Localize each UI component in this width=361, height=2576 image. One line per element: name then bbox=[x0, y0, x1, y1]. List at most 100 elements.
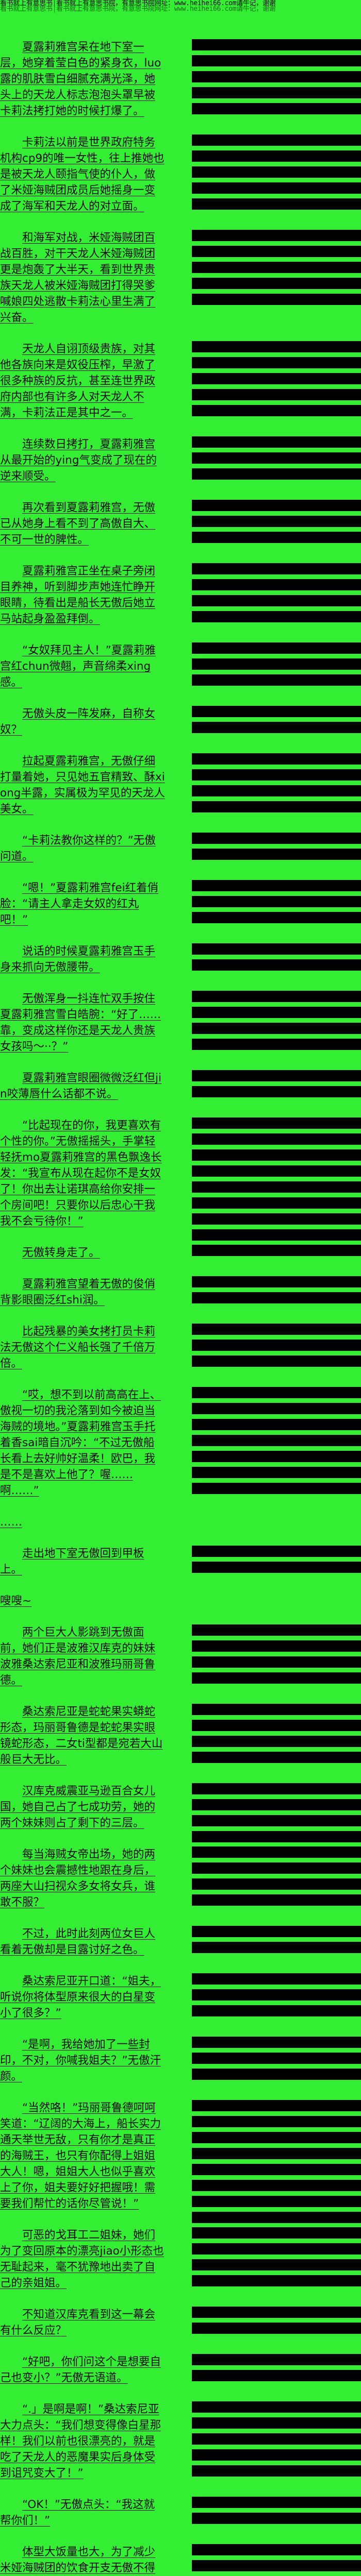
paragraph-text: “卡莉法教你这样的？”无傲问道。 bbox=[0, 834, 156, 863]
paragraph-text: 不知道汉库克看到这一幕会有什么反应？ bbox=[0, 2308, 156, 2337]
redaction-bar bbox=[192, 1862, 361, 1874]
paragraph: 不知道汉库克看到这一幕会有什么反应？ bbox=[0, 2307, 361, 2338]
paragraph-text: “.」是啊是啊！”桑达索尼亚大力点头：“我们想变得像白星那样！我们以前也很漂亮的… bbox=[0, 2403, 161, 2480]
paragraph-gap bbox=[0, 1308, 361, 1324]
paragraph-text: 桑达索尼亚是蛇蛇果实蟒蛇形态，玛丽哥鲁德是蛇蛇果实眼镜蛇形态，二女ti型都是宛若… bbox=[0, 1705, 163, 1766]
redaction-bar bbox=[192, 468, 361, 480]
redaction-bar-group bbox=[192, 563, 361, 627]
redaction-bar bbox=[192, 1070, 361, 1081]
paragraph-text: 体型大饭量也大，为了减少米娅海贼团的饮食开支无傲不得不麻烦一下。 bbox=[0, 2546, 156, 2574]
paragraph-text: “是啊，我给她加了一些封印，不对，你喊我姐夫？”无傲汗颜。 bbox=[0, 2038, 161, 2083]
paragraph-text: 两个巨大人影跳到无傲面前，她们正是波雅汉库克的妹妹波雅桑达索尼亚和波雅玛丽哥鲁德… bbox=[0, 1626, 156, 1687]
redaction-bar bbox=[192, 2465, 361, 2477]
paragraph-text: 和海军对战，米娅海贼团百战百胜，对干天龙人米娅海贼团更是炮轰了大半天，看到世界贵… bbox=[0, 231, 156, 324]
paragraph-gap bbox=[0, 484, 361, 500]
redaction-bar bbox=[192, 2370, 361, 2381]
redaction-bar bbox=[192, 722, 361, 733]
paragraph-text: “当然咯！”玛丽哥鲁德呵呵笑道：“辽阔的大海上，船长实力通天举世无敌，只有你才是… bbox=[0, 2102, 161, 2210]
redaction-bar bbox=[192, 2307, 361, 2318]
redaction-bar bbox=[192, 563, 361, 574]
redaction-bar bbox=[192, 1483, 361, 1494]
redaction-bar bbox=[192, 1704, 361, 1715]
redaction-bar-group bbox=[192, 436, 361, 484]
redaction-bar bbox=[192, 1546, 361, 1557]
paragraph: 无傲转身走了。 bbox=[0, 1245, 361, 1261]
redaction-bar bbox=[192, 674, 361, 686]
redaction-bar-group bbox=[192, 1324, 361, 1371]
redaction-bar bbox=[192, 959, 361, 971]
redaction-bar bbox=[192, 896, 361, 907]
paragraph-text: 天龙人自诩顶级贵族，对其他各族向来是奴役压榨，早激了很多种族的反抗，甚至连世界政… bbox=[0, 343, 156, 419]
paragraph-text: “OK！”无傲点头：“我这就帮你们！” bbox=[0, 2498, 155, 2527]
redaction-bar-group bbox=[192, 1704, 361, 1768]
paragraph-gap bbox=[0, 690, 361, 706]
redaction-bar bbox=[192, 1086, 361, 1097]
redaction-bar bbox=[192, 1213, 361, 1225]
redaction-bar bbox=[192, 1783, 361, 1794]
paragraph: 比起残暴的美女拷打员卡莉法无傲这个仁义船长强了千倍万倍。 bbox=[0, 1324, 361, 1371]
paragraph-text: 桑达索尼亚开口道：“姐夫，听说你将体型原来很大的白星变小了很多？” bbox=[0, 1975, 161, 2020]
paragraph-text: 汉库克威震亚马逊百合女儿国，她自己占了七成功劳，她的两个妹妹则占了剩下的三层。 bbox=[0, 1785, 156, 1829]
paragraph: 说话的时候夏露莉雅宫玉手身来抓向无傲腰带。 bbox=[0, 943, 361, 975]
paragraph: 卡莉法以前是世界政府特务机构cp9的唯一女性，往上推她也是被天龙人颐指气使的仆人… bbox=[0, 134, 361, 214]
paragraph: “嗯！”夏露莉雅宫fei红着俏脸：“请主人拿走女奴的红丸吧！” bbox=[0, 880, 361, 928]
redaction-bar bbox=[192, 1165, 361, 1177]
redaction-bar bbox=[192, 1229, 361, 1241]
redaction-bar bbox=[192, 1133, 361, 1145]
redaction-bar bbox=[192, 262, 361, 273]
redaction-bar bbox=[192, 1403, 361, 1414]
paragraph-text: 拉起夏露莉雅宫，无傲仔细打量着她，只见她五官精致、酥xiong半露，实属极为罕见… bbox=[0, 755, 165, 816]
redaction-bar bbox=[192, 500, 361, 511]
paragraph-gap bbox=[0, 1578, 361, 1593]
paragraph-gap bbox=[0, 2291, 361, 2307]
redaction-bar bbox=[192, 1894, 361, 1906]
redaction-bar bbox=[192, 2323, 361, 2334]
paragraph-text: 连续数日拷打，夏露莉雅宫从最开始的ying气变成了现在的逆来顺受。 bbox=[0, 438, 157, 483]
redaction-bar bbox=[192, 2180, 361, 2191]
redaction-bar-group bbox=[192, 230, 361, 310]
paragraph: 拉起夏露莉雅宫，无傲仔细打量着她，只见她五官精致、酥xiong半露，实属极为罕见… bbox=[0, 753, 361, 817]
paragraph-gap bbox=[0, 627, 361, 642]
redaction-bar bbox=[192, 611, 361, 622]
redaction-bar bbox=[192, 2164, 361, 2175]
redaction-bar-group bbox=[192, 1846, 361, 1910]
redaction-bar bbox=[192, 373, 361, 384]
redaction-bar bbox=[192, 1039, 361, 1050]
redaction-bar bbox=[192, 2275, 361, 2286]
redaction-bar bbox=[192, 39, 361, 50]
redaction-bar bbox=[192, 1846, 361, 1858]
redaction-bar bbox=[192, 1926, 361, 1937]
paragraph-text: “哎，想不到以前高高在上、傲视一切的我沦落到如今被迫当海贼的境地。”夏露莉雅宫玉… bbox=[0, 1388, 161, 1497]
redaction-bar-group bbox=[192, 2307, 361, 2338]
redaction-bar bbox=[192, 516, 361, 527]
redaction-bar bbox=[192, 405, 361, 416]
paragraph-gap bbox=[0, 1055, 361, 1070]
paragraph-text: 夏露莉雅宫正坐在桌子旁闭目养神，听到脚步声她连忙睁开眼睛，待看出是船长无傲后她立… bbox=[0, 565, 156, 625]
redaction-bar bbox=[192, 294, 361, 305]
redaction-bar bbox=[192, 55, 361, 66]
paragraph-gap bbox=[0, 1910, 361, 1926]
redaction-bar bbox=[192, 87, 361, 98]
paragraph-gap bbox=[0, 1688, 361, 1704]
paragraph: “OK！”无傲点头：“我这就帮你们！” bbox=[0, 2497, 361, 2529]
redaction-bar bbox=[192, 2433, 361, 2445]
paragraph-gap bbox=[0, 1609, 361, 1624]
redaction-bar-group bbox=[192, 1624, 361, 1688]
paragraph-gap bbox=[0, 2021, 361, 2037]
redaction-bar bbox=[192, 2544, 361, 2555]
redaction-bar-group bbox=[192, 2354, 361, 2386]
redaction-bar bbox=[192, 166, 361, 178]
redaction-bar bbox=[192, 357, 361, 368]
redaction-bar bbox=[192, 833, 361, 844]
redaction-bar bbox=[192, 1340, 361, 1351]
redaction-bar bbox=[192, 452, 361, 464]
paragraph-gap bbox=[0, 1102, 361, 1117]
redaction-bar bbox=[192, 1181, 361, 1193]
redaction-bar bbox=[192, 1831, 361, 1842]
paragraph-gap bbox=[0, 548, 361, 563]
redaction-bar bbox=[192, 1815, 361, 1826]
paragraph: 体型大饭量也大，为了减少米娅海贼团的饮食开支无傲不得不麻烦一下。 bbox=[0, 2544, 361, 2576]
redaction-bar bbox=[192, 1736, 361, 1747]
redaction-bar bbox=[192, 642, 361, 654]
redaction-bar-group bbox=[192, 753, 361, 817]
